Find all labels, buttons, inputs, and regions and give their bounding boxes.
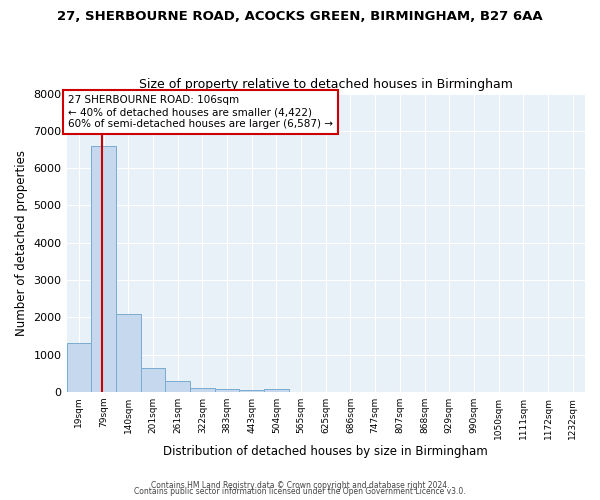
Text: 27 SHERBOURNE ROAD: 106sqm
← 40% of detached houses are smaller (4,422)
60% of s: 27 SHERBOURNE ROAD: 106sqm ← 40% of deta… — [68, 96, 333, 128]
Bar — [264, 389, 289, 392]
Text: Contains public sector information licensed under the Open Government Licence v3: Contains public sector information licen… — [134, 487, 466, 496]
Bar — [91, 146, 116, 392]
Bar — [165, 381, 190, 392]
Y-axis label: Number of detached properties: Number of detached properties — [15, 150, 28, 336]
Bar — [67, 344, 91, 392]
Text: Contains HM Land Registry data © Crown copyright and database right 2024.: Contains HM Land Registry data © Crown c… — [151, 481, 449, 490]
Bar — [140, 368, 165, 392]
Text: 27, SHERBOURNE ROAD, ACOCKS GREEN, BIRMINGHAM, B27 6AA: 27, SHERBOURNE ROAD, ACOCKS GREEN, BIRMI… — [57, 10, 543, 23]
X-axis label: Distribution of detached houses by size in Birmingham: Distribution of detached houses by size … — [163, 444, 488, 458]
Bar — [239, 390, 264, 392]
Title: Size of property relative to detached houses in Birmingham: Size of property relative to detached ho… — [139, 78, 513, 91]
Bar — [215, 390, 239, 392]
Bar — [116, 314, 140, 392]
Bar — [190, 388, 215, 392]
